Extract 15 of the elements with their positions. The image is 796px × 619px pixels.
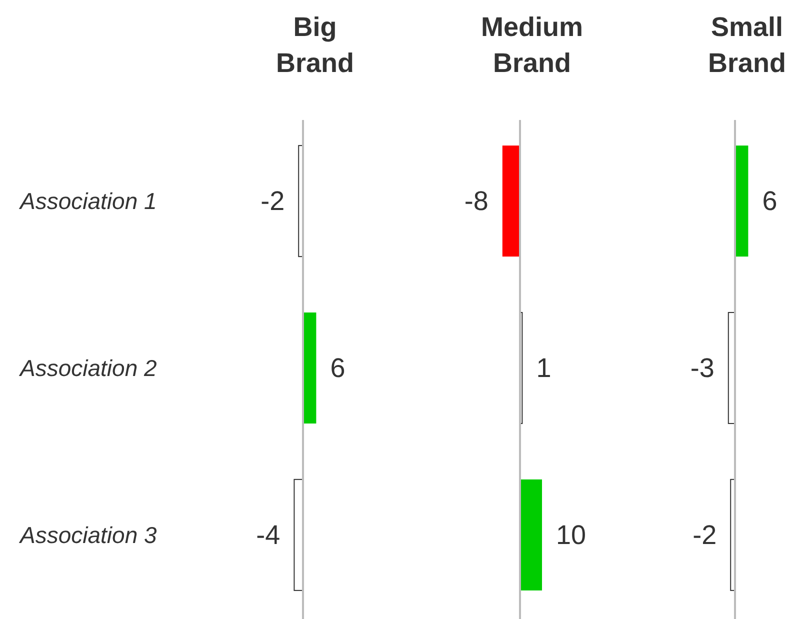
data-label: -8 xyxy=(464,186,488,216)
chart-title: Medium Brand xyxy=(480,12,584,78)
data-label: 6 xyxy=(330,353,346,383)
data-label: -2 xyxy=(692,520,717,550)
y-tick-label: Association 1 xyxy=(18,188,157,214)
chart-title: Small Brand xyxy=(708,12,786,78)
data-label: 1 xyxy=(536,353,552,383)
data-label: 6 xyxy=(762,186,778,216)
data-label: -2 xyxy=(260,186,285,216)
y-tick-label: Association 2 xyxy=(18,355,158,381)
data-label: -3 xyxy=(690,353,714,383)
data-label: 10 xyxy=(556,520,586,550)
y-tick-label: Association 3 xyxy=(18,522,158,548)
chart-title: Big Brand xyxy=(276,12,354,78)
data-label: -4 xyxy=(256,520,280,550)
